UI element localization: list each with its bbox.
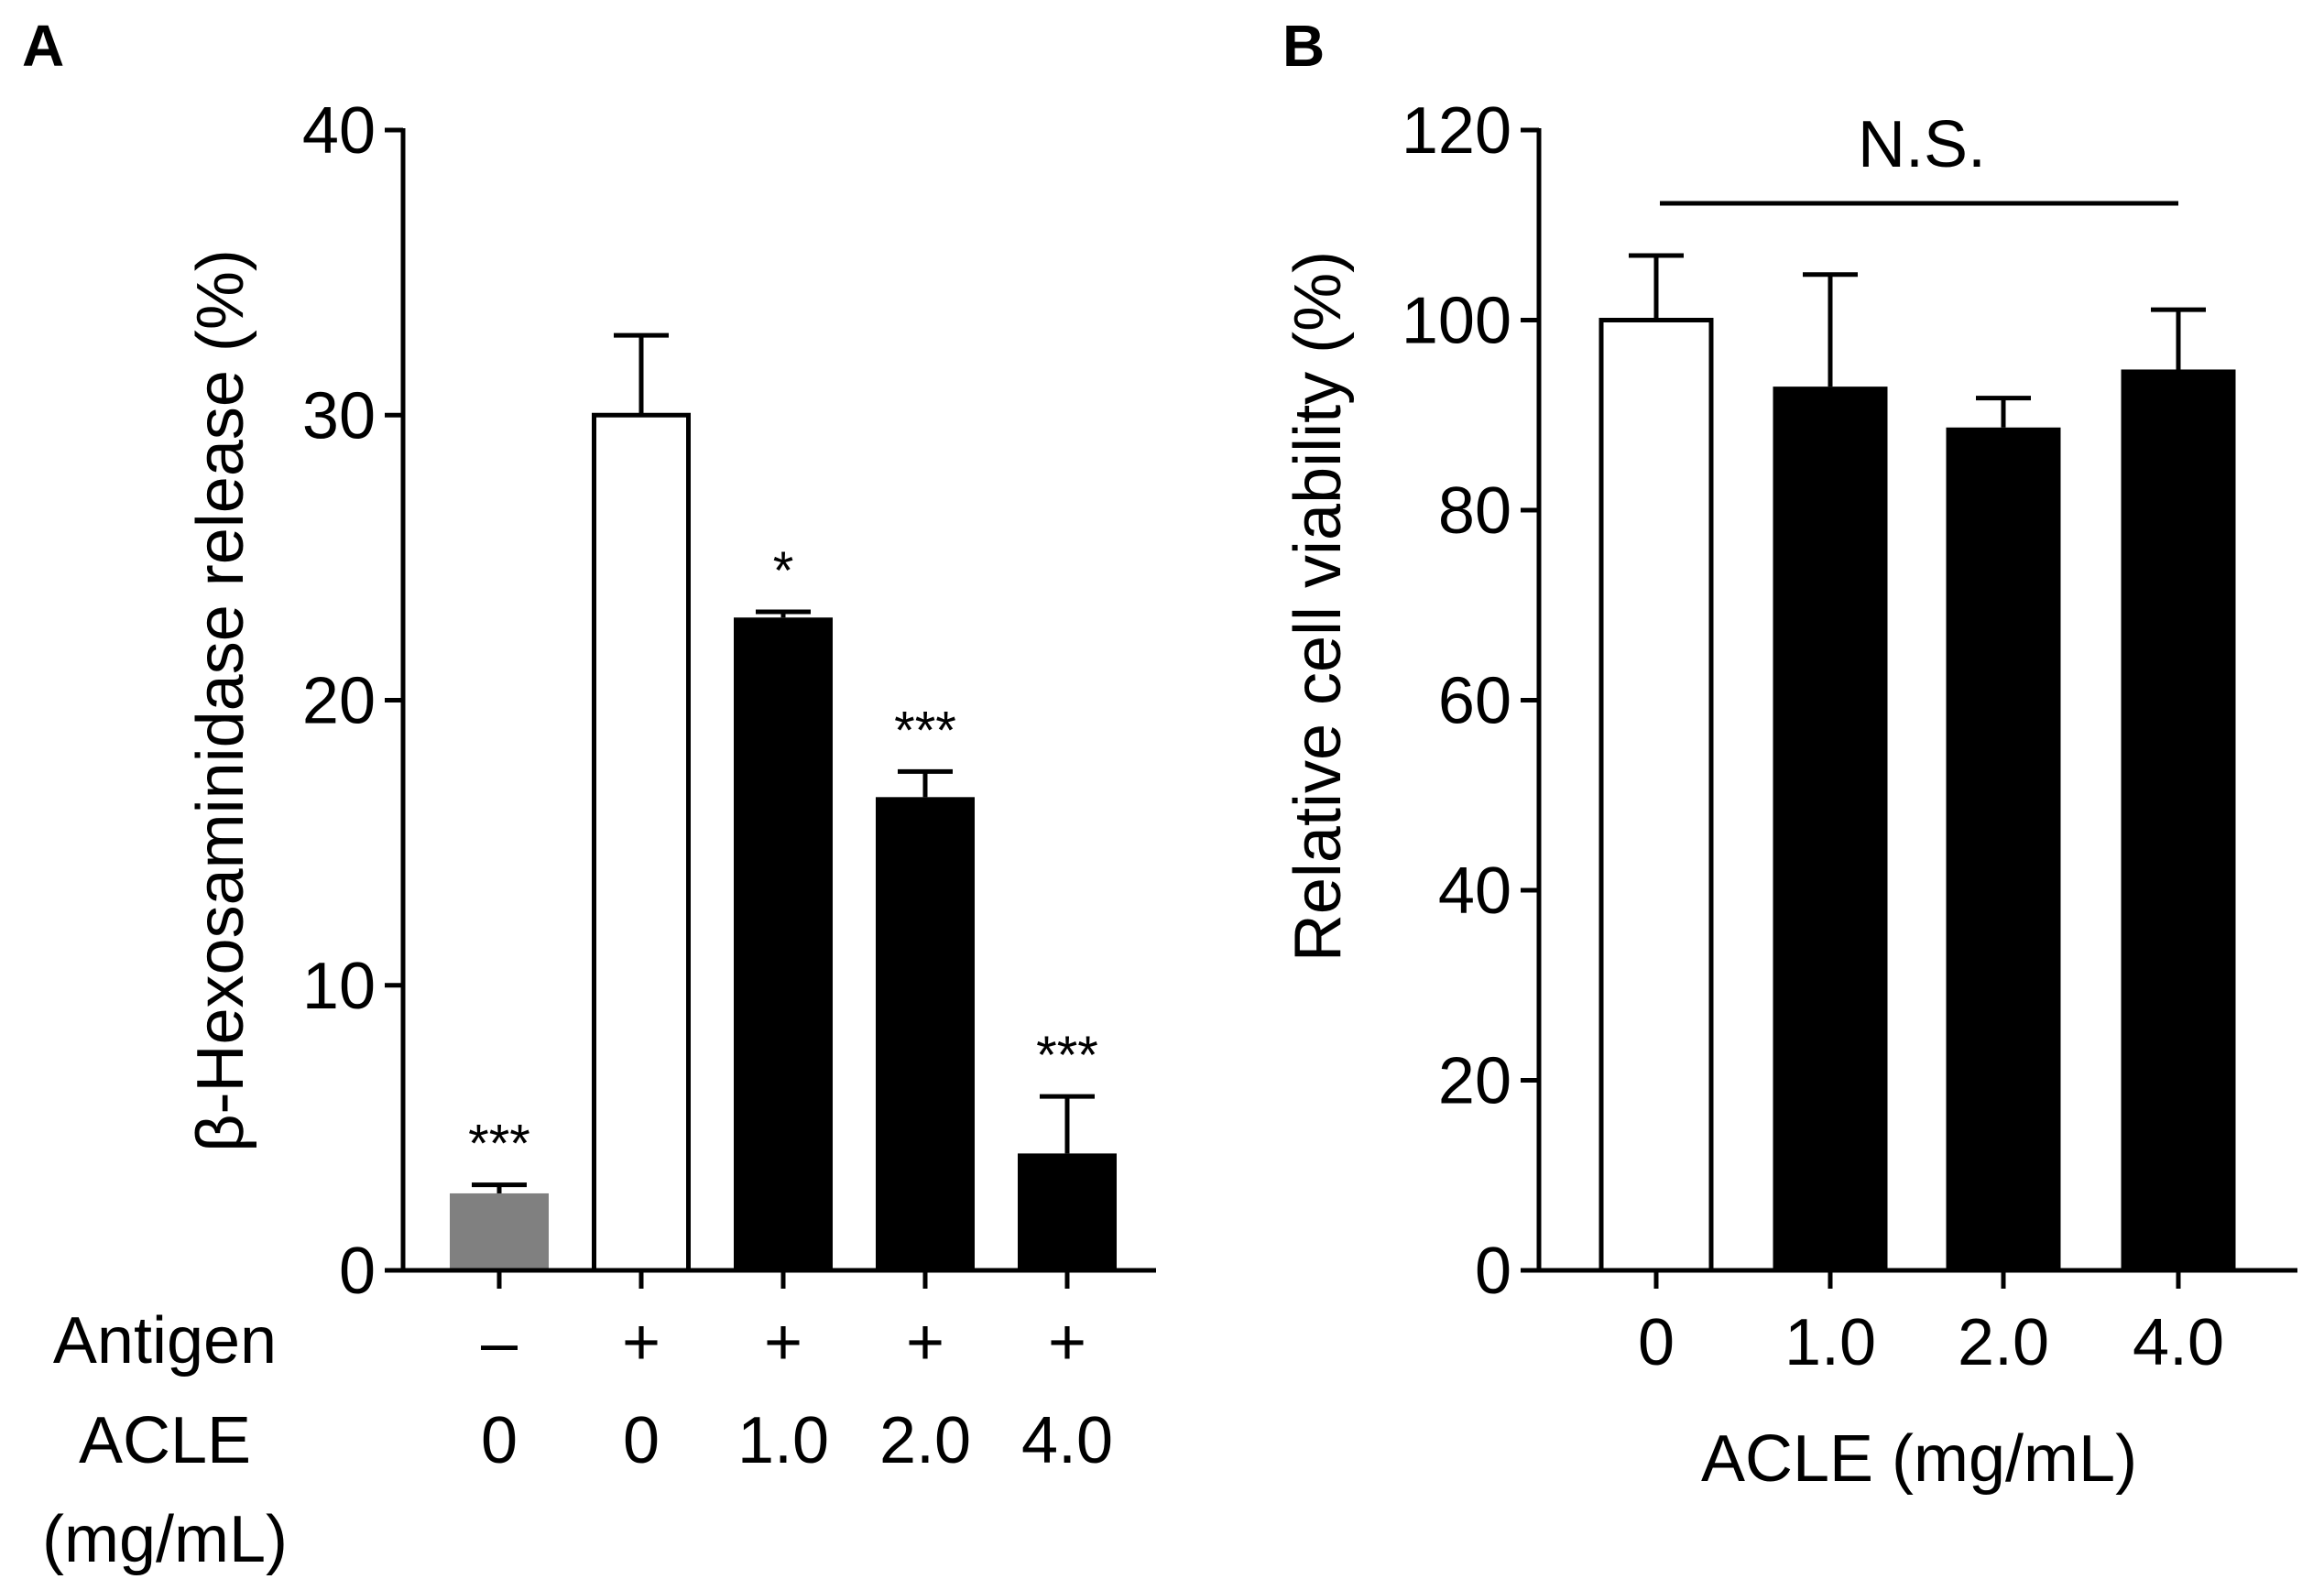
y-tick-label: 120 [1402,94,1511,168]
panel-b-letter: B [1282,13,1325,79]
bar [450,1192,549,1270]
panel-b-error-bars [1629,253,2206,428]
y-tick-label: 30 [302,379,376,452]
x-tick-label: 2.0 [1958,1306,2049,1379]
antigen-value: – [481,1306,518,1379]
antigen-value: + [622,1306,660,1379]
antigen-value: + [906,1306,944,1379]
panel-a-y-axis-title: β-Hexosaminidase release (%) [184,249,257,1152]
y-tick-label: 20 [1438,1045,1511,1118]
panel-b-x-axis-title: ACLE (mg/mL) [1701,1422,2137,1496]
panel-a-error-bars [472,332,1095,1193]
bar [876,797,975,1270]
panel-a-x-ticks [496,1270,1070,1289]
panel-a-bars [450,412,1117,1273]
x-tick-label: 1.0 [1784,1306,1876,1379]
panel-a-significance: ********** [468,541,1098,1174]
significance-marker: *** [1036,1026,1098,1085]
acle-value: 4.0 [1021,1404,1113,1477]
antigen-row-label: Antigen [53,1304,277,1378]
panel-b-y-ticks: 0 20 40 60 80 100 120 [1402,94,1539,1308]
acle-value: 0 [481,1404,518,1477]
acle-value: 1.0 [737,1404,829,1477]
panel-b-x-ticks: 0 1.0 2.0 4.0 [1638,1270,2224,1379]
significance-marker: *** [468,1115,530,1174]
y-tick-label: 0 [1475,1235,1511,1308]
y-tick-label: 20 [302,665,376,738]
panel-b: B 0 20 40 60 80 100 120 0 1.0 2.0 4.0 N.S. Relati… [1282,13,2297,1496]
acle-value: 0 [623,1404,660,1477]
y-tick-label: 10 [302,950,376,1023]
acle-unit-label: (mg/mL) [42,1503,288,1576]
acle-row-label: ACLE [79,1404,251,1477]
acle-value: 2.0 [879,1404,971,1477]
bar [734,617,833,1270]
panel-b-y-axis-title: Relative cell viability (%) [1282,251,1355,962]
y-tick-label: 80 [1438,474,1511,548]
acle-row: 0 0 1.0 2.0 4.0 [481,1404,1113,1477]
significance-marker: * [773,541,794,601]
antigen-row: – + + + + [481,1306,1086,1379]
y-tick-label: 40 [1438,855,1511,928]
antigen-value: + [764,1306,802,1379]
antigen-value: + [1048,1306,1086,1379]
y-tick-label: 0 [339,1235,376,1308]
bar [1598,318,1714,1273]
ns-annotation: N.S. [1858,108,1986,181]
y-tick-label: 60 [1438,665,1511,738]
bar [2121,369,2236,1270]
y-tick-label: 40 [302,94,376,168]
significance-marker: *** [894,701,956,760]
y-tick-label: 100 [1402,285,1511,358]
panel-a-y-ticks: 0 10 20 30 40 [302,94,403,1308]
x-tick-label: 0 [1638,1306,1675,1379]
x-tick-label: 4.0 [2133,1306,2224,1379]
bar [1946,427,2061,1270]
bar [1018,1153,1117,1270]
panel-b-bars [1598,318,2236,1273]
bar [1773,387,1888,1270]
panel-a-letter: A [22,13,64,79]
bar [592,412,691,1273]
